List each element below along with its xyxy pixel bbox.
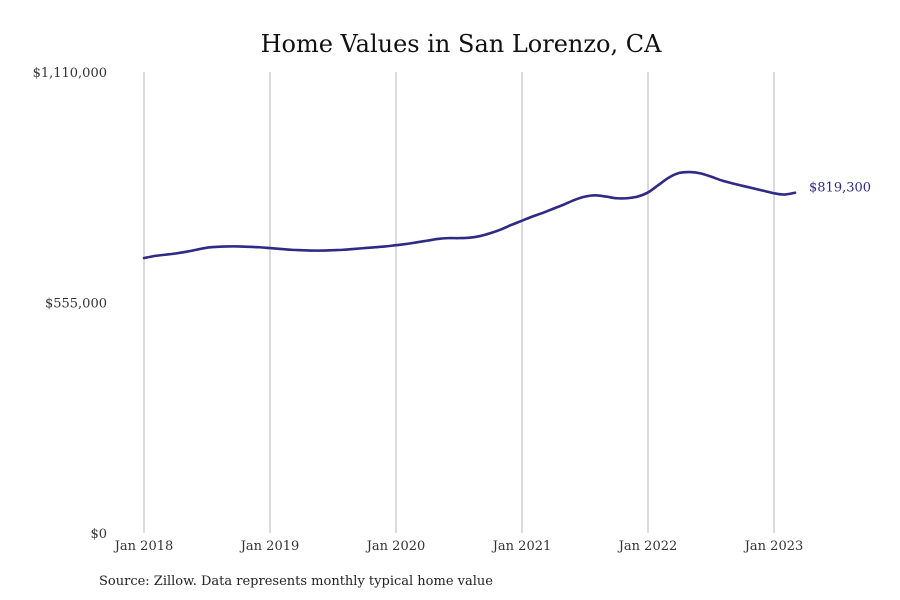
x-tick-label: Jan 2018 bbox=[113, 539, 174, 554]
gridlines bbox=[143, 72, 775, 533]
source-note: Source: Zillow. Data represents monthly … bbox=[99, 574, 493, 589]
end-value-labels: $819,300 bbox=[809, 181, 871, 196]
y-tick-label: $0 bbox=[90, 527, 107, 542]
x-tick-label: Jan 2020 bbox=[365, 539, 426, 554]
x-tick-label: Jan 2021 bbox=[491, 539, 552, 554]
x-tick-label: Jan 2019 bbox=[239, 539, 300, 554]
y-tick-label: $555,000 bbox=[45, 297, 107, 312]
series-lines bbox=[142, 170, 797, 260]
y-tick-label: $1,110,000 bbox=[33, 66, 107, 81]
series-line-0 bbox=[142, 170, 797, 260]
x-tick-label: Jan 2022 bbox=[617, 539, 678, 554]
x-axis-tick-labels: Jan 2018 Jan 2019 Jan 2020 Jan 2021 Jan 2022… bbox=[113, 539, 804, 554]
x-tick-label: Jan 2023 bbox=[743, 539, 804, 554]
chart-title: Home Values in San Lorenzo, CA bbox=[261, 30, 663, 58]
series-end-value-label: $819,300 bbox=[809, 181, 871, 196]
y-axis-tick-labels: $0 $555,000 $1,110,000 bbox=[33, 66, 107, 542]
